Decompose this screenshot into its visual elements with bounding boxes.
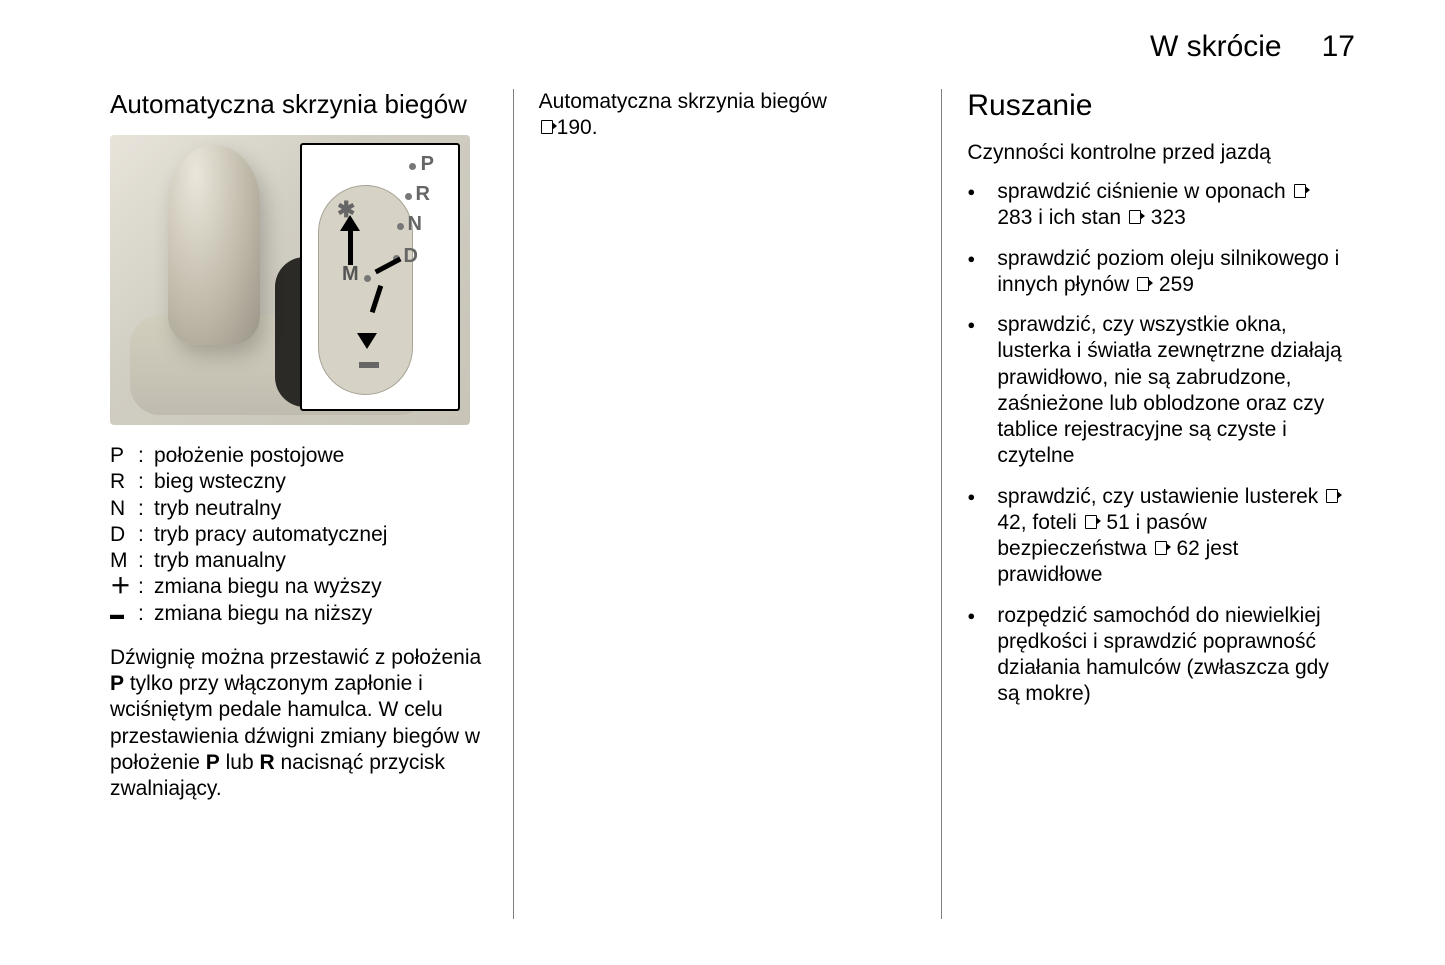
page-ref-icon [1292, 182, 1310, 200]
page-ref-icon [1153, 539, 1171, 557]
inset-dot [397, 223, 404, 230]
content-columns: Automatyczna skrzynia biegów P R N D M [100, 89, 1355, 919]
col3-subsection: Czynności kontrolne przed jazdą [967, 141, 1345, 165]
page-ref-icon [1127, 208, 1145, 226]
bullet-icon [967, 484, 997, 589]
inset-label-d: D [404, 245, 418, 268]
inset-arrow-down [357, 333, 377, 349]
gear-knob-shape [168, 145, 260, 345]
list-item: sprawdzić, czy wszystkie okna, lusterka … [967, 312, 1345, 470]
page-ref-icon [539, 118, 557, 136]
inset-label-p: P [421, 153, 434, 176]
def-row: N:tryb neutralny [110, 496, 488, 522]
inset-minus-icon: ▬ [359, 351, 379, 374]
inset-dot [409, 163, 416, 170]
page-header: W skrócie 17 [100, 30, 1355, 64]
list-item: rozpędzić samochód do niewielkiej prędko… [967, 603, 1345, 708]
bullet-icon [967, 312, 997, 470]
column-3: Ruszanie Czynności kontrolne przed jazdą… [947, 89, 1355, 919]
column-divider [941, 89, 942, 919]
checklist: sprawdzić ciśnienie w oponach 283 i ich … [967, 179, 1345, 708]
gearshift-figure: P R N D M ✱ ▬ [110, 135, 470, 425]
column-2: Automatyczna skrzynia biegów 190. [519, 89, 937, 919]
inset-label-n: N [408, 213, 422, 236]
gearshift-inset-diagram: P R N D M ✱ ▬ [300, 143, 460, 411]
page-number: 17 [1322, 30, 1355, 64]
inset-dot [364, 275, 371, 282]
manual-page: W skrócie 17 Automatyczna skrzynia biegó… [0, 0, 1445, 965]
gear-definitions: P:położenie postojowe R:bieg wsteczny N:… [110, 443, 488, 627]
page-ref-icon [1324, 487, 1342, 505]
bullet-icon [967, 246, 997, 299]
def-row: ＋:zmiana biegu na wyższy [110, 574, 488, 600]
def-row: P:położenie postojowe [110, 443, 488, 469]
bullet-icon [967, 603, 997, 708]
page-ref-icon [1135, 275, 1153, 293]
col1-paragraph: Dźwignię można przestawić z położenia P … [110, 645, 488, 803]
def-row: ▬:zmiana biegu na niższy [110, 601, 488, 627]
list-item: sprawdzić, czy ustawienie lusterek 42, f… [967, 484, 1345, 589]
inset-dot [405, 193, 412, 200]
list-item: sprawdzić poziom oleju silnikowego i inn… [967, 246, 1345, 299]
inset-label-r: R [416, 183, 430, 206]
inset-arrow-line [348, 231, 353, 265]
col1-heading: Automatyczna skrzynia biegów [110, 89, 488, 120]
header-section-title: W skrócie [1150, 30, 1282, 64]
column-1: Automatyczna skrzynia biegów P R N D M [100, 89, 508, 919]
def-row: D:tryb pracy automatycznej [110, 522, 488, 548]
list-item: sprawdzić ciśnienie w oponach 283 i ich … [967, 179, 1345, 232]
def-row: R:bieg wsteczny [110, 469, 488, 495]
bullet-icon [967, 179, 997, 232]
col2-crossref: Automatyczna skrzynia biegów 190. [539, 89, 917, 142]
column-divider [513, 89, 514, 919]
inset-plus-icon: ✱ [337, 197, 355, 223]
def-row: M:tryb manualny [110, 548, 488, 574]
col3-chapter: Ruszanie [967, 89, 1345, 123]
inset-label-m: M [342, 263, 359, 286]
page-ref-icon [1083, 513, 1101, 531]
